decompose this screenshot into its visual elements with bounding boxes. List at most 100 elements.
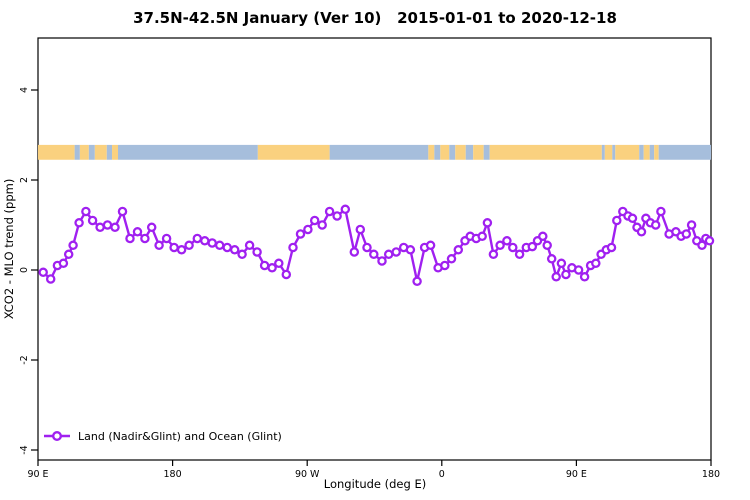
data-point xyxy=(527,241,538,252)
x-tick-label: 90 W xyxy=(295,469,320,480)
x-tick-label: 180 xyxy=(702,469,720,480)
band-segment-land xyxy=(455,144,466,160)
data-point xyxy=(309,215,320,226)
data-point xyxy=(636,227,647,237)
band-segment-land xyxy=(489,144,602,160)
y-tick-label: 0 xyxy=(19,267,30,273)
data-point xyxy=(508,242,518,253)
data-point xyxy=(704,236,715,246)
data-point xyxy=(146,222,157,233)
data-point xyxy=(573,265,584,275)
data-point xyxy=(656,206,666,217)
data-point xyxy=(303,224,313,235)
band-segment-ocean xyxy=(649,144,655,160)
band-segment-ocean xyxy=(118,144,258,160)
data-point xyxy=(252,247,262,257)
band-segment-land xyxy=(604,144,613,160)
legend: Land (Nadir&Glint) and Ocean (Glint) xyxy=(44,430,282,443)
band-segment-ocean xyxy=(74,144,80,160)
data-point xyxy=(591,258,601,269)
data-point xyxy=(556,258,567,269)
band-segment-ocean xyxy=(106,144,113,160)
data-point xyxy=(446,254,457,264)
band-segment-ocean xyxy=(434,144,441,160)
y-tick-label: -4 xyxy=(19,445,30,454)
band-segment-land xyxy=(79,144,89,160)
data-point xyxy=(259,260,270,271)
data-point xyxy=(405,245,416,255)
data-point xyxy=(488,249,499,260)
y-axis-ticks: 4 2 0 -2 -4 xyxy=(19,87,38,455)
x-tick-label: 90 E xyxy=(566,469,587,480)
band-segment-land xyxy=(428,144,435,160)
plot-box xyxy=(37,37,712,461)
data-point xyxy=(45,274,56,284)
data-point xyxy=(627,213,638,224)
data-point xyxy=(102,220,113,230)
data-point xyxy=(222,242,232,253)
band-segment-land xyxy=(94,144,107,160)
x-tick-label: 90 E xyxy=(27,469,48,480)
x-tick-label: 0 xyxy=(439,469,445,480)
data-point xyxy=(369,249,379,260)
y-tick-label: -2 xyxy=(19,355,30,364)
data-point xyxy=(95,222,105,233)
band-segment-land xyxy=(38,144,75,160)
data-point xyxy=(237,249,247,260)
data-point xyxy=(391,247,401,257)
data-point xyxy=(176,245,187,255)
data-point xyxy=(229,245,240,255)
legend-marker-icon xyxy=(52,431,63,442)
data-point xyxy=(561,269,571,280)
data-point xyxy=(295,229,306,239)
data-point xyxy=(110,222,120,233)
data-point xyxy=(324,206,335,217)
band-segment-ocean xyxy=(612,144,616,160)
data-point xyxy=(412,276,422,287)
data-point xyxy=(38,267,48,278)
data-point xyxy=(495,240,505,251)
band-segment-land xyxy=(473,144,484,160)
data-point xyxy=(440,260,450,271)
band-segment-land xyxy=(643,144,650,160)
band-segment-ocean xyxy=(658,144,711,160)
data-point xyxy=(606,242,617,253)
data-series xyxy=(38,204,715,287)
data-point xyxy=(362,242,372,253)
data-point xyxy=(514,249,525,260)
chart-title: 37.5N-42.5N January (Ver 10) 2015-01-01 … xyxy=(133,9,617,27)
band-segment-land xyxy=(112,144,119,160)
data-point xyxy=(214,240,225,251)
data-point xyxy=(425,240,436,251)
data-point xyxy=(87,215,98,226)
band-segment-land xyxy=(257,144,330,160)
data-point xyxy=(74,218,84,228)
data-point xyxy=(125,233,135,244)
data-point xyxy=(482,218,493,228)
data-point xyxy=(161,233,172,244)
band-segment-ocean xyxy=(88,144,95,160)
land-ocean-band xyxy=(38,144,711,160)
data-point xyxy=(274,258,284,269)
data-point xyxy=(542,240,552,251)
data-point xyxy=(681,229,692,239)
data-point xyxy=(81,206,91,217)
data-point xyxy=(117,206,128,217)
band-segment-ocean xyxy=(329,144,429,160)
data-point xyxy=(332,211,342,221)
data-point xyxy=(200,236,210,246)
data-point xyxy=(132,227,143,237)
data-point xyxy=(355,224,366,235)
data-point xyxy=(477,231,487,242)
data-point xyxy=(207,238,217,248)
data-point xyxy=(288,242,298,253)
y-tick-label: 2 xyxy=(19,177,30,183)
data-point xyxy=(538,231,548,242)
data-point xyxy=(612,215,622,226)
data-point xyxy=(192,233,203,244)
data-point xyxy=(58,258,69,269)
data-point xyxy=(453,245,464,255)
data-point xyxy=(349,247,360,257)
data-point xyxy=(169,242,179,253)
